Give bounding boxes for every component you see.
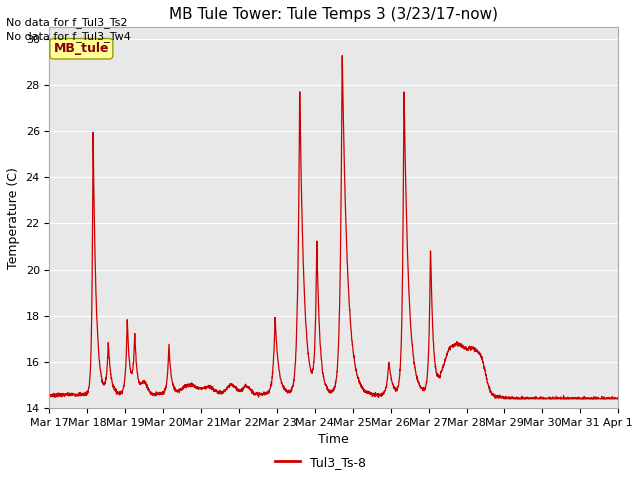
Y-axis label: Temperature (C): Temperature (C): [7, 167, 20, 269]
Legend: Tul3_Ts-8: Tul3_Ts-8: [269, 451, 371, 474]
Text: MB_tule: MB_tule: [54, 42, 109, 55]
Text: No data for f_Tul3_Tw4: No data for f_Tul3_Tw4: [6, 31, 131, 42]
Title: MB Tule Tower: Tule Temps 3 (3/23/17-now): MB Tule Tower: Tule Temps 3 (3/23/17-now…: [170, 7, 499, 22]
Text: No data for f_Tul3_Ts2: No data for f_Tul3_Ts2: [6, 17, 128, 28]
X-axis label: Time: Time: [319, 433, 349, 446]
